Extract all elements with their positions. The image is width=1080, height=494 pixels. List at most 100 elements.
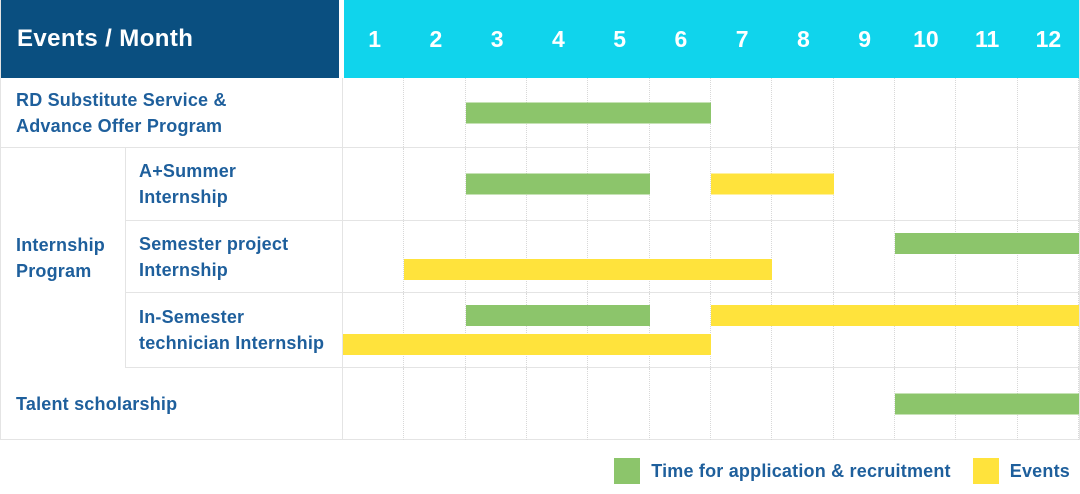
grid-column-7 — [711, 221, 773, 292]
row-chart-area — [342, 78, 1079, 147]
grid-column-4 — [527, 293, 589, 367]
grid-column-4 — [527, 221, 589, 292]
bar-events — [404, 259, 773, 280]
row-chart-area — [342, 368, 1079, 440]
legend-item-events: Events — [972, 458, 1070, 484]
grid-column-1 — [343, 368, 405, 440]
month-header-1: 1 — [368, 25, 382, 52]
grid-column-11 — [956, 221, 1018, 292]
month-header-7: 7 — [735, 25, 749, 52]
table-header-row: Events / Month 1 2 3 4 5 6 7 8 9 10 11 12 — [1, 0, 1079, 78]
label-line: Program — [16, 261, 92, 281]
grid-column-8 — [772, 221, 834, 292]
bar-application — [465, 102, 711, 123]
bar-events — [343, 334, 711, 355]
month-header-strip: 1 2 3 4 5 6 7 8 9 10 11 12 — [344, 0, 1079, 78]
grid-column-9 — [834, 368, 895, 440]
grid-column-12 — [1018, 293, 1079, 367]
grid-column-2 — [404, 78, 466, 147]
grid-column-3 — [466, 221, 527, 292]
grid-column-10 — [895, 293, 957, 367]
grid-column-12 — [1018, 78, 1079, 147]
label-line: A+Summer — [139, 161, 237, 181]
grid-column-2 — [404, 293, 466, 367]
grid-column-9 — [834, 78, 895, 147]
table-row-0: RD Substitute Service & Advance Offer Pro… — [1, 78, 1079, 148]
grid-column-7 — [711, 368, 773, 440]
grid-column-7 — [711, 293, 773, 367]
group-subrows: A+Summer Internship Semester project Intern… — [126, 148, 1079, 368]
legend-label: Events — [1009, 460, 1070, 481]
bar-application — [465, 173, 650, 195]
row-chart-area — [342, 221, 1079, 292]
month-header-2: 2 — [429, 25, 443, 52]
grid-column-6 — [650, 293, 711, 367]
grid-column-2 — [404, 221, 466, 292]
bar-events — [711, 173, 834, 195]
grid-column-10 — [895, 78, 957, 147]
month-header-3: 3 — [490, 25, 504, 52]
table-row-4: Talent scholarship — [1, 368, 1079, 440]
grid-column-12 — [1018, 148, 1079, 220]
row-chart-area — [342, 293, 1079, 367]
grid-column-11 — [956, 293, 1018, 367]
grid-column-11 — [956, 148, 1018, 220]
legend-swatch-application — [614, 458, 641, 484]
row-label: RD Substitute Service & Advance Offer Pro… — [1, 78, 342, 147]
label-line: RD Substitute Service & — [16, 89, 227, 110]
label-line: technician Internship — [139, 333, 325, 353]
month-header-8: 8 — [796, 25, 810, 52]
gantt-table: Events / Month 1 2 3 4 5 6 7 8 9 10 11 12 RD Substi… — [0, 0, 1080, 440]
row-label: In-Semester technician Internship — [126, 293, 342, 367]
label-line: Internship — [139, 187, 229, 207]
month-header-10: 10 — [913, 25, 939, 52]
bar-application — [895, 393, 1079, 415]
grid-column-3 — [466, 368, 527, 440]
table-row-3: In-Semester technician Internship — [126, 293, 1079, 368]
row-label: A+Summer Internship — [126, 148, 342, 220]
grid-column-8 — [772, 293, 834, 367]
legend-label: Time for application & recruitment — [651, 460, 951, 481]
row-label: Talent scholarship — [1, 368, 342, 440]
label-line: Semester project — [139, 233, 289, 254]
group-label: Internship Program — [1, 148, 126, 368]
bar-application — [895, 233, 1079, 254]
label-line: Internship — [139, 259, 229, 280]
grid-column-5 — [588, 368, 650, 440]
label-line: In-Semester — [139, 307, 245, 327]
grid-column-6 — [650, 221, 711, 292]
label-line: Talent scholarship — [16, 394, 178, 414]
grid-column-9 — [834, 148, 895, 220]
grid-column-5 — [588, 221, 650, 292]
row-group: Internship Program A+Summer Internship Semes… — [1, 148, 1079, 368]
month-header-4: 4 — [551, 25, 565, 52]
grid-column-5 — [588, 293, 650, 367]
header-gap — [339, 0, 344, 78]
grid-column-10 — [895, 148, 957, 220]
events-month-header: Events / Month — [1, 0, 339, 78]
grid-column-6 — [650, 148, 711, 220]
grid-column-4 — [527, 368, 589, 440]
table-body: RD Substitute Service & Advance Offer Pro… — [1, 78, 1079, 440]
grid-column-1 — [343, 78, 405, 147]
grid-column-7 — [711, 78, 773, 147]
table-row-1: A+Summer Internship — [126, 148, 1079, 221]
grid-column-12 — [1018, 221, 1079, 292]
grid-column-3 — [466, 293, 527, 367]
grid-column-2 — [404, 368, 466, 440]
legend-item-application: Time for application & recruitment — [614, 458, 951, 484]
month-header-5: 5 — [613, 25, 627, 52]
legend: Time for application & recruitment Events — [614, 458, 1070, 484]
month-header-12: 12 — [1035, 25, 1062, 52]
grid-column-6 — [650, 368, 711, 440]
grid-column-11 — [956, 78, 1018, 147]
month-header-6: 6 — [674, 25, 688, 52]
grid-column-9 — [834, 221, 895, 292]
month-header-9: 9 — [858, 25, 872, 52]
grid-column-8 — [772, 78, 834, 147]
grid-column-9 — [834, 293, 895, 367]
grid-column-1 — [343, 148, 405, 220]
grid-column-1 — [343, 221, 405, 292]
bar-application — [465, 305, 650, 326]
label-line: Advance Offer Program — [16, 115, 223, 136]
